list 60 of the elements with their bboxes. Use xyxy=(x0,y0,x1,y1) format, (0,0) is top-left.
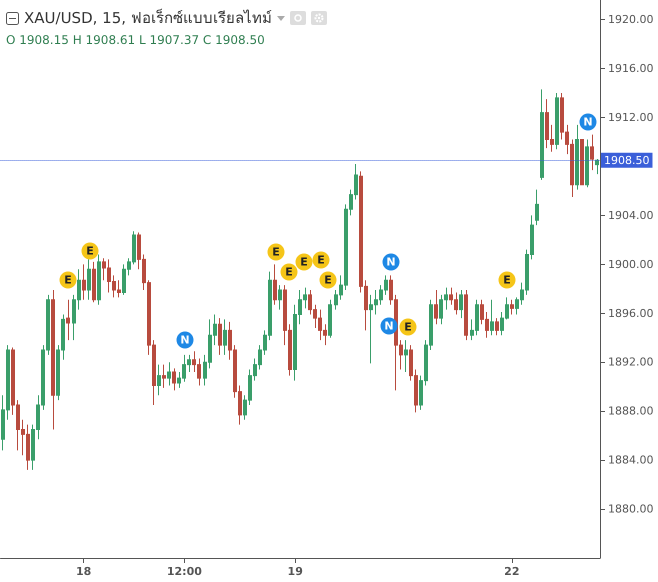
y-tick-label: 1880.00 xyxy=(608,502,654,516)
annotation: N xyxy=(380,318,398,334)
annotation: E xyxy=(400,318,416,336)
x-tick-label: 22 xyxy=(504,565,520,578)
x-tick-label: 12:00 xyxy=(166,565,202,578)
candlestick xyxy=(590,134,594,171)
annotation: N xyxy=(176,332,194,348)
y-tick-label: 1896.00 xyxy=(608,306,654,320)
candlestick xyxy=(510,299,514,315)
annotation: E xyxy=(312,252,330,268)
candlestick xyxy=(464,290,468,341)
candlestick xyxy=(459,290,463,319)
y-tick-label: 1892.00 xyxy=(608,356,654,369)
annotation: E xyxy=(320,272,336,288)
candlestick xyxy=(585,139,589,188)
candlestick xyxy=(575,124,579,190)
y-tick-label: 1884.00 xyxy=(608,454,654,467)
candlestick xyxy=(490,299,494,336)
candlestick xyxy=(97,254,101,306)
y-tick-label: 1900.00 xyxy=(608,258,654,271)
candlestick xyxy=(434,290,438,325)
candlestick xyxy=(555,92,559,150)
candlestick xyxy=(51,290,55,430)
annotation: E xyxy=(268,244,284,260)
candlestick xyxy=(273,264,277,306)
candlestick xyxy=(535,189,539,226)
annotation: E xyxy=(498,272,516,288)
x-tick-label: 18 xyxy=(76,565,92,578)
text: O 1908.15 H 1908.61 L 1907.37 C 1908.50 xyxy=(6,33,265,47)
candlestick xyxy=(87,258,91,300)
candlestick xyxy=(223,318,227,356)
candlestick xyxy=(580,139,584,186)
candlestick xyxy=(404,340,408,372)
y-tick-label: 1904.00 xyxy=(608,208,654,222)
annotation: E xyxy=(296,254,312,270)
candlestick xyxy=(167,362,171,386)
candlestick xyxy=(595,158,599,175)
annotation: N xyxy=(382,254,400,270)
candlestick xyxy=(172,368,176,391)
text: XAU/USD, 15, ฟอเร็กซ์แบบเรียลไทม์ xyxy=(24,8,272,29)
candlestick xyxy=(82,264,86,300)
candlestick xyxy=(218,318,222,356)
candlestick xyxy=(495,318,499,336)
annotation: E xyxy=(82,242,98,260)
y-tick-label: 1920.00 xyxy=(608,13,654,26)
candlestick xyxy=(278,284,282,310)
candlestick xyxy=(92,261,96,303)
annotation: E xyxy=(60,272,76,288)
annotation: E xyxy=(280,264,298,280)
candlestick xyxy=(157,364,161,396)
ref-line-label: 1908.50 xyxy=(604,154,650,167)
y-tick-label: 1888.00 xyxy=(608,404,654,418)
x-tick-label: 19 xyxy=(288,565,303,578)
y-tick-label: 1912.00 xyxy=(608,110,654,124)
candlestick xyxy=(162,364,166,388)
candlestick xyxy=(540,88,544,180)
annotation: N xyxy=(580,114,596,130)
y-tick-label: 1916.00 xyxy=(608,62,654,76)
candlestick xyxy=(66,299,70,341)
candlestick xyxy=(328,299,332,338)
